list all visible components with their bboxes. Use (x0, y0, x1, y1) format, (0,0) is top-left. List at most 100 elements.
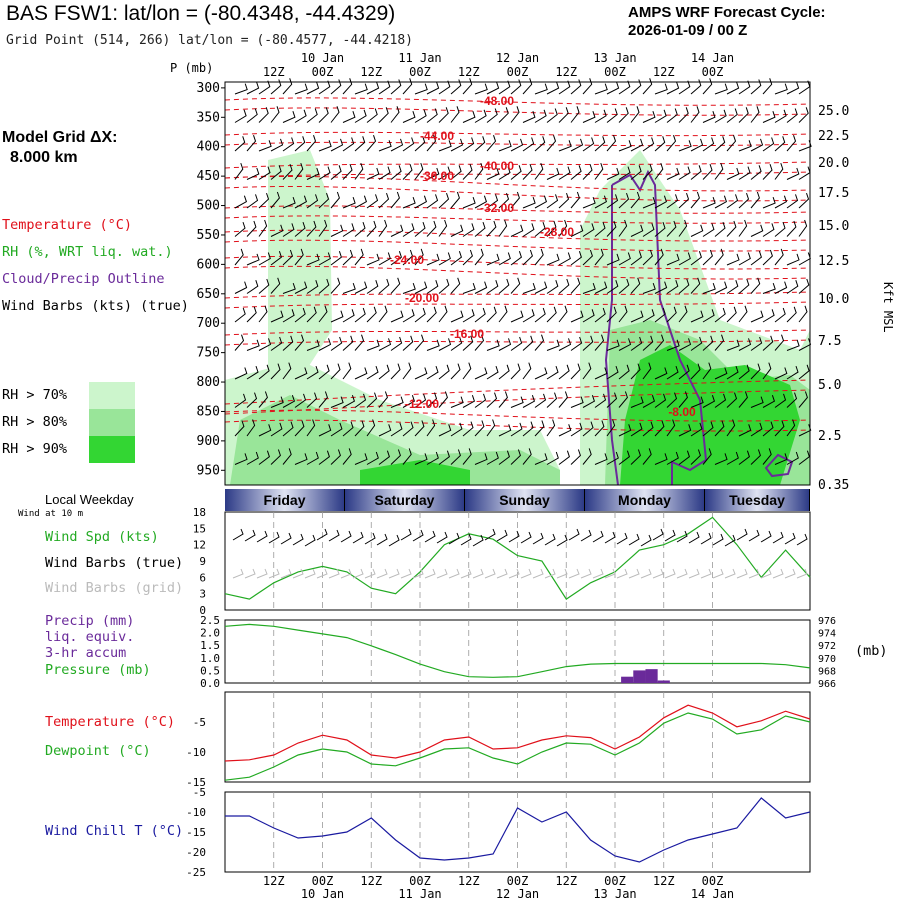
cloud-outline (604, 169, 708, 486)
wind-barb (366, 306, 377, 323)
wind-barb (594, 367, 608, 380)
grid-wind-barb (532, 568, 544, 579)
wind-barb (558, 450, 570, 465)
wind-barb (582, 111, 596, 123)
wind-barb (774, 420, 785, 437)
wind-barb (270, 310, 284, 323)
legend-dewpoint: Dewpoint (°C) (45, 743, 151, 759)
pressure-tick-label: 400 (197, 140, 220, 155)
rh80-swatch (89, 409, 135, 436)
wind-barb (414, 83, 428, 95)
wind-barb (402, 249, 413, 266)
wind-barb (234, 248, 244, 266)
time-tick-label: 00Z (312, 874, 334, 888)
wind-barb (378, 107, 389, 123)
wind-barb (654, 162, 664, 180)
wind-barb (630, 165, 642, 180)
rh90-area-low (360, 460, 470, 485)
grid-wind-barb (316, 568, 328, 579)
wind-barb (774, 334, 785, 351)
wind-barb (594, 334, 605, 351)
pressure-tick-label: 550 (197, 228, 220, 243)
wind-barb (750, 191, 760, 209)
pressure-unit-label: (mb) (855, 643, 888, 659)
wind-barb (366, 451, 379, 465)
wind-barb (786, 339, 800, 351)
wind-barb (762, 335, 774, 351)
grid-wind-barb (676, 568, 688, 579)
wc-tick-label: -25 (186, 866, 206, 879)
wind-barb (498, 305, 508, 323)
wind-barb (390, 363, 401, 380)
wind-barb (522, 137, 535, 152)
wind-barb (558, 80, 571, 95)
wind-barb (282, 421, 294, 437)
wind-barb (294, 221, 306, 237)
wind-barb (750, 224, 764, 237)
kft-tick-label: 2.5 (818, 429, 841, 444)
cross-section-frame (224, 81, 811, 486)
true-wind-barb (604, 531, 616, 544)
kft-tick-label: 10.0 (818, 292, 849, 307)
isotherm-label: -32.00 (480, 201, 514, 215)
wind-barb (474, 248, 484, 266)
wind-barb (654, 453, 668, 465)
wind-barb (438, 424, 452, 437)
wind-barb (606, 280, 619, 294)
wind-barb (390, 138, 404, 152)
wind-barb (654, 83, 668, 95)
wind-barb (726, 194, 739, 209)
wind-barb (522, 309, 535, 323)
wind-barb (666, 135, 677, 152)
wind-barb (738, 338, 752, 351)
wind-barb (486, 392, 498, 408)
true-wind-barb (280, 532, 292, 545)
wind-barb (330, 396, 344, 408)
isotherm-label: -44.00 (420, 129, 454, 143)
wind-barb (438, 166, 451, 180)
date-label: 14 Jan (691, 51, 734, 65)
true-wind-barb (688, 531, 700, 544)
wind-barb (414, 367, 428, 380)
wind-barb (306, 451, 319, 465)
wind-barb (762, 78, 773, 95)
wind-barb (342, 163, 353, 180)
wind-barb (426, 339, 440, 351)
wind-barb (762, 309, 775, 323)
date-label: 11 Jan (398, 51, 441, 65)
wind-barb (690, 251, 702, 266)
wind-barb (666, 194, 679, 209)
wind-barb (234, 83, 248, 95)
wind-barb (450, 336, 463, 351)
true-wind-barb (796, 533, 808, 546)
wind-barb (570, 251, 582, 266)
grid-wind-barb (304, 568, 316, 579)
wind-barb (522, 282, 536, 294)
wind-barb (246, 392, 258, 408)
grid-wind-barb (664, 568, 676, 579)
wind-barb (450, 422, 463, 437)
forecast-cycle: AMPS WRF Forecast Cycle: 2026-01-09 / 00… (628, 4, 826, 40)
wind-barb (354, 162, 364, 180)
true-wind-barb (256, 530, 268, 543)
wind-barb (486, 253, 500, 266)
wind-barb (438, 278, 450, 294)
wind-barb (378, 391, 388, 408)
wind-barb (726, 81, 740, 95)
wind-barb (318, 364, 330, 380)
isotherm-line (224, 419, 811, 432)
wind-barb (390, 336, 403, 351)
wind-barb (786, 419, 796, 437)
grid-wind-barb (544, 568, 556, 579)
wspd-tick-label: 3 (199, 588, 206, 601)
wind-barb (678, 278, 690, 294)
wind-barb (654, 307, 666, 323)
wind-barb (378, 424, 392, 437)
wind-barb (402, 111, 416, 123)
wind-barb (534, 248, 544, 266)
wind-barb (534, 136, 546, 152)
wind-barb (330, 224, 344, 237)
wind-barb (498, 424, 512, 437)
true-wind-barb (460, 533, 472, 546)
wind-barb (558, 219, 568, 237)
